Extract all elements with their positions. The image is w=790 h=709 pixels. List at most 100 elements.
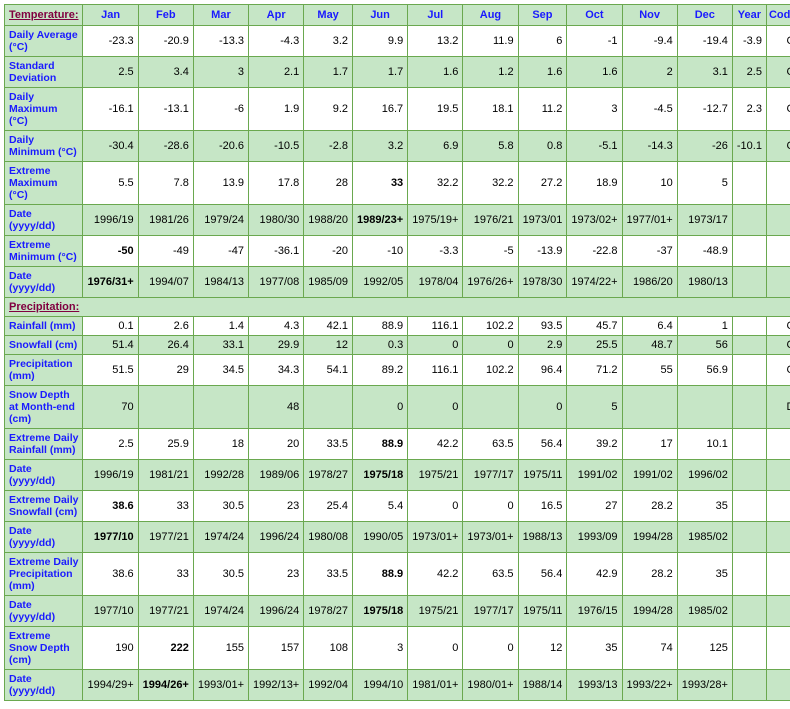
- cell: 0.8: [518, 131, 567, 162]
- cell: 1.7: [353, 57, 408, 88]
- col-header-jun: Jun: [353, 5, 408, 26]
- cell: 88.9: [353, 553, 408, 596]
- cell: 6: [518, 26, 567, 57]
- cell: [463, 386, 518, 429]
- col-header-sep: Sep: [518, 5, 567, 26]
- cell: 1988/20: [304, 205, 353, 236]
- cell: D: [766, 386, 790, 429]
- cell: 1975/18: [353, 596, 408, 627]
- row-label: Standard Deviation: [5, 57, 83, 88]
- cell: [732, 429, 766, 460]
- cell: 5.4: [353, 491, 408, 522]
- row-label: Date (yyyy/dd): [5, 267, 83, 298]
- cell: -12.7: [677, 88, 732, 131]
- cell: 34.5: [193, 355, 248, 386]
- cell: 1978/04: [408, 267, 463, 298]
- cell: -30.4: [83, 131, 138, 162]
- cell: 2.5: [83, 429, 138, 460]
- cell: [732, 205, 766, 236]
- row-label: Precipitation (mm): [5, 355, 83, 386]
- cell: -6: [193, 88, 248, 131]
- cell: 1986/20: [622, 267, 677, 298]
- cell: [766, 267, 790, 298]
- cell: 6.4: [622, 317, 677, 336]
- cell: [677, 386, 732, 429]
- cell: [193, 386, 248, 429]
- cell: 9.2: [304, 88, 353, 131]
- cell: C: [766, 336, 790, 355]
- cell: 42.2: [408, 553, 463, 596]
- row-label: Extreme Daily Rainfall (mm): [5, 429, 83, 460]
- cell: 17: [622, 429, 677, 460]
- cell: 11.2: [518, 88, 567, 131]
- cell: -26: [677, 131, 732, 162]
- cell: -48.9: [677, 236, 732, 267]
- cell: C: [766, 57, 790, 88]
- cell: 125: [677, 627, 732, 670]
- cell: 1973/17: [677, 205, 732, 236]
- cell: -9.4: [622, 26, 677, 57]
- cell: 16.7: [353, 88, 408, 131]
- cell: 27: [567, 491, 622, 522]
- cell: 35: [677, 491, 732, 522]
- cell: 1977/08: [249, 267, 304, 298]
- cell: [766, 429, 790, 460]
- cell: -5: [463, 236, 518, 267]
- col-header-jul: Jul: [408, 5, 463, 26]
- cell: 1989/23+: [353, 205, 408, 236]
- table-row: Date (yyyy/dd)1994/29+1994/26+1993/01+19…: [5, 670, 790, 701]
- cell: [766, 553, 790, 596]
- cell: 1: [677, 317, 732, 336]
- cell: 1994/28: [622, 596, 677, 627]
- cell: 0: [408, 386, 463, 429]
- cell: 51.5: [83, 355, 138, 386]
- cell: [766, 491, 790, 522]
- cell: 4.3: [249, 317, 304, 336]
- table-row: Extreme Daily Precipitation (mm)38.63330…: [5, 553, 790, 596]
- cell: 34.3: [249, 355, 304, 386]
- cell: 1977/17: [463, 460, 518, 491]
- row-label: Date (yyyy/dd): [5, 460, 83, 491]
- cell: [732, 627, 766, 670]
- cell: 51.4: [83, 336, 138, 355]
- cell: -20.9: [138, 26, 193, 57]
- cell: 102.2: [463, 355, 518, 386]
- cell: 1989/06: [249, 460, 304, 491]
- cell: 2.9: [518, 336, 567, 355]
- cell: 102.2: [463, 317, 518, 336]
- cell: 1996/02: [677, 460, 732, 491]
- col-header-may: May: [304, 5, 353, 26]
- cell: 88.9: [353, 429, 408, 460]
- cell: 42.1: [304, 317, 353, 336]
- cell: 0: [408, 491, 463, 522]
- cell: 0.1: [83, 317, 138, 336]
- cell: 1975/21: [408, 460, 463, 491]
- cell: 1996/19: [83, 205, 138, 236]
- col-header-feb: Feb: [138, 5, 193, 26]
- cell: 33.5: [304, 553, 353, 596]
- cell: 3.2: [304, 26, 353, 57]
- cell: 9.9: [353, 26, 408, 57]
- cell: 18: [193, 429, 248, 460]
- cell: [732, 596, 766, 627]
- cell: [766, 596, 790, 627]
- cell: 108: [304, 627, 353, 670]
- row-label: Extreme Daily Snowfall (cm): [5, 491, 83, 522]
- cell: 28.2: [622, 553, 677, 596]
- cell: [138, 386, 193, 429]
- cell: C: [766, 131, 790, 162]
- cell: 1975/11: [518, 460, 567, 491]
- cell: 25.4: [304, 491, 353, 522]
- cell: 30.5: [193, 491, 248, 522]
- cell: 1992/13+: [249, 670, 304, 701]
- cell: 0: [408, 336, 463, 355]
- cell: 32.2: [463, 162, 518, 205]
- cell: -5.1: [567, 131, 622, 162]
- cell: -13.1: [138, 88, 193, 131]
- cell: C: [766, 317, 790, 336]
- cell: 35: [567, 627, 622, 670]
- cell: C: [766, 26, 790, 57]
- cell: 18.1: [463, 88, 518, 131]
- cell: 1974/24: [193, 522, 248, 553]
- table-row: Daily Maximum (°C)-16.1-13.1-61.99.216.7…: [5, 88, 790, 131]
